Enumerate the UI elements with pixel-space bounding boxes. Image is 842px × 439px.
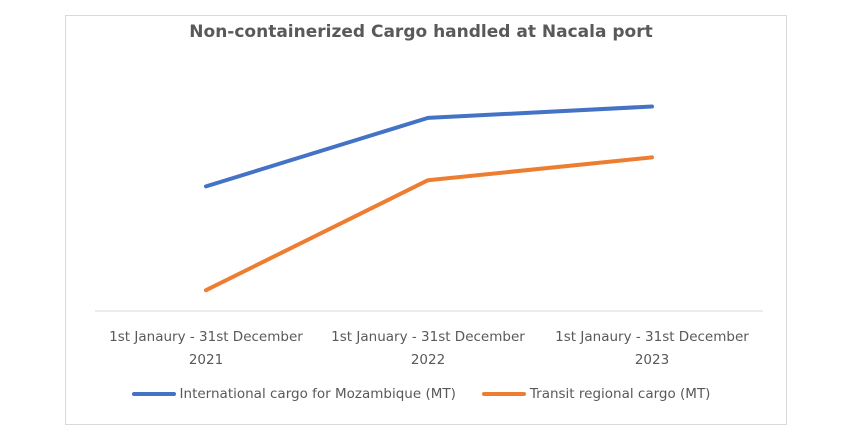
legend: International cargo for Mozambique (MT) T… [0,386,842,402]
chart-frame [65,15,787,425]
x-tick-label-2: 1st January - 31st December 2022 [331,329,525,368]
legend-swatch-1 [131,392,176,396]
legend-label-1: International cargo for Mozambique (MT) [179,386,456,402]
legend-label-2: Transit regional cargo (MT) [529,386,711,402]
legend-entry-2: Transit regional cargo (MT) [481,386,711,402]
legend-entry-1: International cargo for Mozambique (MT) [131,386,456,402]
series-layer [204,104,654,293]
x-tick-label-3: 1st Janaury - 31st December 2023 [555,329,749,368]
x-tick-label-1: 1st Janaury - 31st December 2021 [109,329,303,368]
category-labels: 1st Janaury - 31st December 2021 1st Janua… [109,329,749,368]
chart-title: Non-containerized Cargo handled at Nacal… [189,22,653,42]
legend-swatch-2 [481,392,526,396]
series-line-2 [204,155,654,293]
series-line-1 [204,104,654,189]
